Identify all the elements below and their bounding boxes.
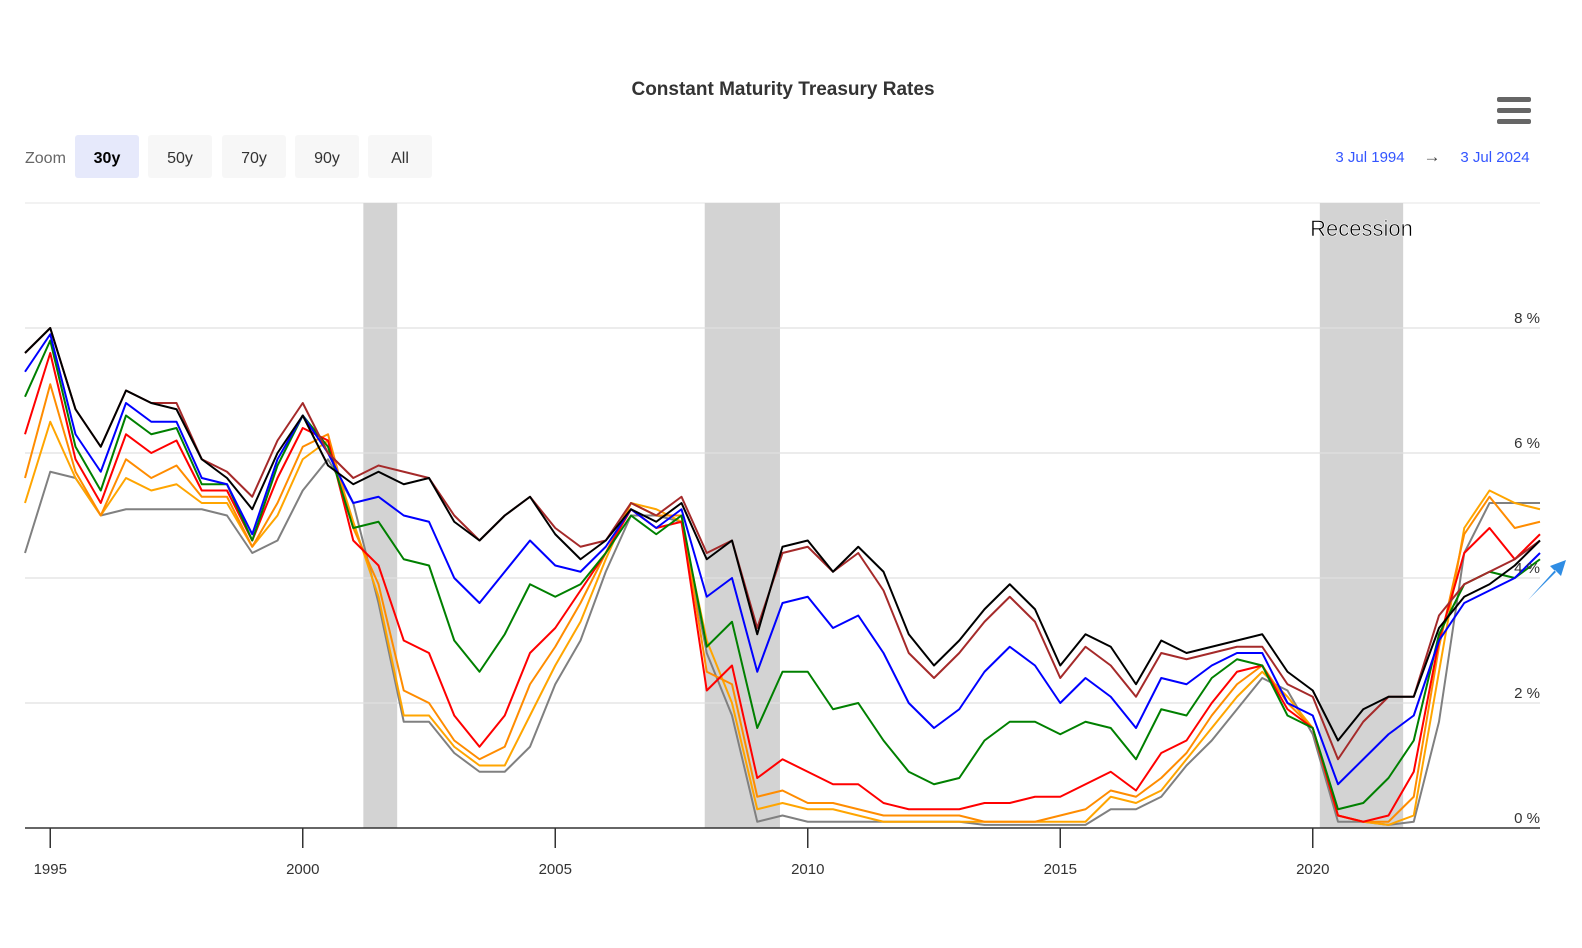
series-layer	[24, 327, 1541, 826]
recession-band	[1319, 203, 1404, 828]
series-line	[24, 327, 1541, 761]
x-tick-label: 2000	[286, 861, 319, 878]
grid-layer	[25, 327, 1540, 704]
range-arrow: →	[1424, 147, 1441, 166]
recession-band	[363, 203, 398, 828]
range-from[interactable]: 3 Jul 1994	[1335, 149, 1404, 166]
zoom-button[interactable]	[368, 135, 432, 178]
x-tick-label: 2020	[1296, 861, 1329, 878]
range-to[interactable]: 3 Jul 2024	[1460, 149, 1529, 166]
zoom-button[interactable]	[222, 135, 286, 178]
zoom-label: Zoom	[25, 150, 66, 167]
series-line	[24, 420, 1541, 826]
x-tick-label: 1995	[34, 861, 67, 878]
chart-title: Constant Maturity Treasury Rates	[631, 79, 934, 100]
y-tick-label: 8 %	[1514, 310, 1540, 327]
y-tick-label: 6 %	[1514, 435, 1540, 452]
zoom-button[interactable]	[148, 135, 212, 178]
series-line	[24, 458, 1540, 826]
recession-label: Recession	[1310, 216, 1413, 241]
series-line	[24, 339, 1541, 811]
zoom-button-label[interactable]: 30y	[94, 150, 121, 167]
menu-bar	[1497, 119, 1531, 124]
recession-band	[704, 203, 780, 828]
y-tick-label: 4 %	[1514, 560, 1540, 577]
menu-bar	[1497, 97, 1531, 102]
x-tick-label: 2015	[1044, 861, 1077, 878]
zoom-layer: 30y 50y 70y 90y All	[75, 135, 432, 178]
zoom-button-label[interactable]: 50y	[167, 150, 193, 167]
recession-layer: Recession	[363, 203, 1413, 828]
series-line	[24, 327, 1541, 742]
x-tick-label: 2010	[791, 861, 824, 878]
y-tick-label: 0 %	[1514, 810, 1540, 827]
series-line	[24, 333, 1541, 786]
series-line	[24, 352, 1541, 823]
scroll-arrow[interactable]	[1527, 560, 1566, 601]
zoom-button-label[interactable]: 70y	[241, 150, 267, 167]
menu-button[interactable]	[1497, 97, 1531, 124]
zoom-button[interactable]	[75, 135, 139, 178]
zoom-button[interactable]	[295, 135, 359, 178]
x-tick-label: 2005	[539, 861, 572, 878]
axis-layer: 0 % 2 % 4 % 6 % 8 % 1995 2000 2005 2010 2015 2020	[25, 310, 1540, 878]
zoom-button-label[interactable]: All	[391, 150, 409, 167]
menu-bar	[1497, 108, 1531, 113]
y-tick-label: 2 %	[1514, 685, 1540, 702]
zoom-button-label[interactable]: 90y	[314, 150, 340, 167]
